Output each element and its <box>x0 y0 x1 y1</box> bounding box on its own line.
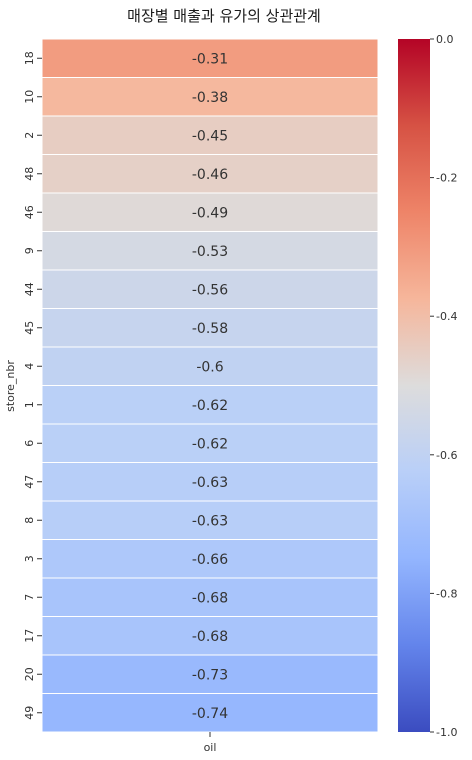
colorbar-tick-label: -0.8 <box>436 587 457 600</box>
cell-value-label: -0.62 <box>192 436 228 452</box>
cell-value-label: -0.63 <box>192 513 228 529</box>
x-tick-label: oil <box>204 741 217 754</box>
y-tick-label: 7 <box>23 594 36 601</box>
y-tick-label: 45 <box>23 321 36 335</box>
y-tick-label: 6 <box>23 440 36 447</box>
heatmap-cell <box>41 423 379 463</box>
y-tick-label: 9 <box>23 247 36 254</box>
cell-value-label: -0.68 <box>192 590 228 606</box>
colorbar-tick-label: -0.4 <box>436 310 457 323</box>
cell-value-label: -0.73 <box>192 667 228 683</box>
y-tick-label: 20 <box>23 667 36 681</box>
heatmap-cell <box>41 154 379 194</box>
cell-value-label: -0.38 <box>192 90 228 106</box>
colorbar-ticks: 0.0 -0.2 -0.4 -0.6 -0.8 -1.0 <box>430 33 457 739</box>
y-tick-label: 1 <box>23 401 36 408</box>
y-tick-label: 4 <box>23 363 36 370</box>
colorbar <box>398 39 430 732</box>
y-axis-ticks: 18 10 2 48 46 9 44 45 4 1 6 47 8 3 7 17 20 49 <box>23 51 42 720</box>
heatmap-cell <box>41 231 379 271</box>
chart-title: 매장별 매출과 유가의 상관관계 <box>127 7 321 25</box>
y-tick-label: 47 <box>23 475 36 489</box>
cell-value-label: -0.63 <box>192 475 228 491</box>
colorbar-tick-label: -0.2 <box>436 172 457 185</box>
cell-value-label: -0.68 <box>192 629 228 645</box>
colorbar-tick-label: -0.6 <box>436 449 457 462</box>
y-tick-label: 3 <box>23 555 36 562</box>
cell-value-label: -0.6 <box>196 359 223 375</box>
heatmap-cell <box>41 385 379 425</box>
heatmap-cell <box>41 77 379 117</box>
heatmap-cell <box>41 577 379 617</box>
y-tick-label: 46 <box>23 205 36 219</box>
heatmap-cell <box>41 462 379 502</box>
colorbar-tick-label: -1.0 <box>436 726 457 739</box>
heatmap-cell <box>41 539 379 579</box>
cell-value-label: -0.56 <box>192 282 228 298</box>
cell-value-label: -0.74 <box>192 706 228 722</box>
cell-value-label: -0.31 <box>192 51 228 67</box>
y-tick-label: 2 <box>23 132 36 139</box>
y-tick-label: 48 <box>23 167 36 181</box>
heatmap-cell <box>41 38 379 78</box>
cell-value-label: -0.58 <box>192 321 228 337</box>
heatmap-cell <box>41 115 379 155</box>
cell-value-label: -0.66 <box>192 552 228 568</box>
cell-value-label: -0.46 <box>192 167 228 183</box>
colorbar-tick-label: 0.0 <box>436 33 454 46</box>
heatmap-cells: -0.31 -0.38 -0.45 -0.46 -0.49 -0.53 -0.56 -0.58… <box>41 38 379 733</box>
cell-value-label: -0.49 <box>192 205 228 221</box>
y-tick-label: 44 <box>23 282 36 296</box>
cell-value-label: -0.45 <box>192 128 228 144</box>
y-tick-label: 17 <box>23 629 36 643</box>
y-tick-label: 8 <box>23 517 36 524</box>
cell-value-label: -0.62 <box>192 398 228 414</box>
y-tick-label: 10 <box>23 90 36 104</box>
y-tick-label: 49 <box>23 706 36 720</box>
y-axis-label: store_nbr <box>4 360 17 412</box>
x-axis-ticks: oil <box>204 732 217 754</box>
cell-value-label: -0.53 <box>192 244 228 260</box>
y-tick-label: 18 <box>23 51 36 65</box>
